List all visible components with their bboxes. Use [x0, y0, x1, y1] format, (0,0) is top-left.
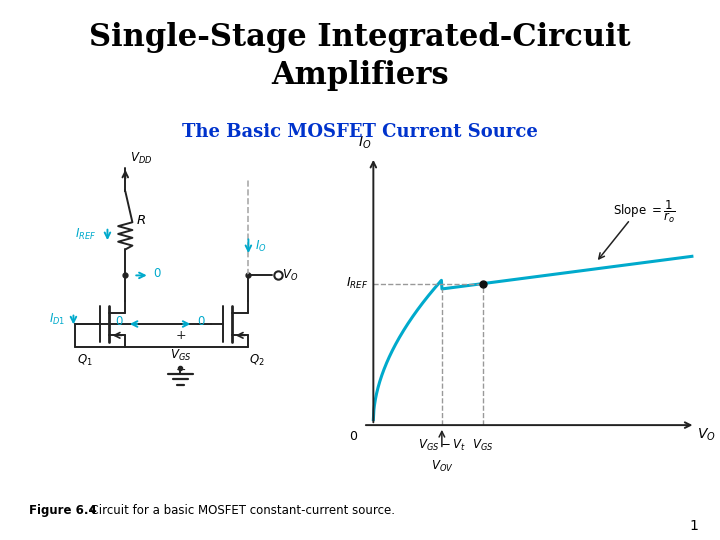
- Text: Single-Stage Integrated-Circuit
Amplifiers: Single-Stage Integrated-Circuit Amplifie…: [89, 22, 631, 91]
- Text: Figure 6.4: Figure 6.4: [29, 504, 96, 517]
- Text: 1: 1: [690, 519, 698, 534]
- Text: $I_{REF}$: $I_{REF}$: [75, 227, 96, 242]
- Text: $R$: $R$: [135, 214, 145, 227]
- Text: $V_{GS}$: $V_{GS}$: [472, 438, 494, 453]
- Text: $V_{GS}$: $V_{GS}$: [170, 348, 191, 363]
- Text: $Q_2$: $Q_2$: [248, 353, 264, 368]
- Text: $I_O$: $I_O$: [255, 239, 266, 254]
- Text: $0$: $0$: [348, 430, 358, 443]
- Text: Circuit for a basic MOSFET constant-current source.: Circuit for a basic MOSFET constant-curr…: [83, 504, 395, 517]
- Text: $I_{D1}$: $I_{D1}$: [49, 312, 66, 327]
- Text: $0$: $0$: [115, 315, 124, 328]
- Text: $I_O$: $I_O$: [358, 135, 372, 151]
- Text: $V_O$: $V_O$: [282, 268, 299, 283]
- Text: $I_{REF}$: $I_{REF}$: [346, 276, 368, 291]
- Text: $Q_1$: $Q_1$: [77, 353, 93, 368]
- Text: $0$: $0$: [197, 315, 205, 328]
- Text: $V_{DD}$: $V_{DD}$: [130, 151, 153, 166]
- Text: Slope $= \dfrac{1}{r_o}$: Slope $= \dfrac{1}{r_o}$: [613, 199, 676, 226]
- Text: $V_{OV}$: $V_{OV}$: [431, 458, 453, 474]
- Text: $V_{GS}-V_t$: $V_{GS}-V_t$: [418, 438, 466, 453]
- Text: $+$: $+$: [175, 329, 186, 342]
- Text: $-$: $-$: [175, 363, 186, 376]
- Text: $V_O$: $V_O$: [697, 426, 716, 443]
- Text: $0$: $0$: [153, 267, 161, 280]
- Text: The Basic MOSFET Current Source: The Basic MOSFET Current Source: [182, 123, 538, 141]
